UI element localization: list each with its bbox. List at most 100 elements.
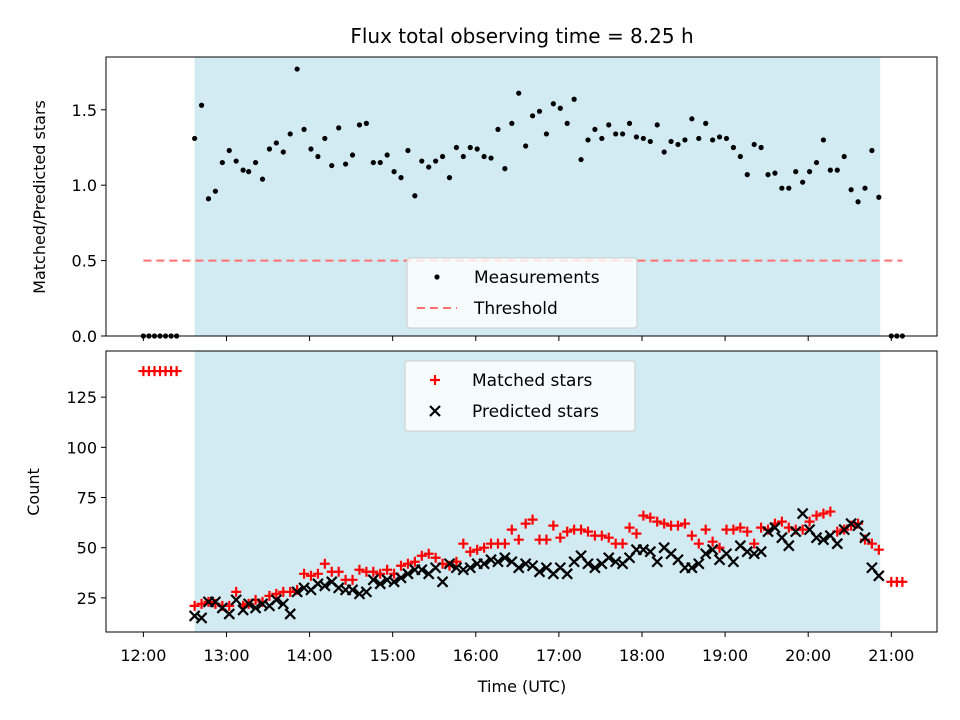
data-point [862, 185, 868, 191]
data-point [620, 131, 626, 137]
data-point [730, 144, 737, 151]
data-point [219, 159, 225, 166]
y-tick-label: 0.0 [72, 327, 97, 346]
data-point [682, 137, 688, 143]
data-point [512, 561, 525, 574]
data-point [800, 179, 806, 185]
data-point [412, 193, 418, 199]
y-tick-label: 100 [66, 438, 97, 457]
data-point [356, 122, 363, 128]
data-point [329, 162, 335, 169]
data-point [796, 507, 809, 520]
data-point [499, 538, 510, 549]
data-point [813, 159, 820, 166]
data-point [793, 169, 799, 175]
data-point [301, 126, 307, 132]
axes-frame [105, 56, 938, 337]
data-point [541, 534, 552, 545]
data-point [396, 560, 407, 571]
data-point [416, 564, 428, 576]
x-axis-label: Time (UTC) [477, 677, 566, 696]
bottom-y-axis-label: Count [24, 468, 43, 516]
data-point [467, 144, 473, 151]
data-point [637, 543, 650, 556]
data-point [589, 561, 601, 574]
data-point [609, 555, 622, 568]
data-point [797, 524, 808, 535]
data-point [519, 557, 532, 570]
y-tick-label: 75 [77, 489, 97, 508]
data-point [744, 172, 750, 178]
data-point [224, 600, 235, 611]
data-point [196, 598, 207, 609]
y-tick-label: 25 [77, 589, 97, 608]
data-point [727, 555, 740, 568]
data-point [686, 530, 697, 541]
data-point [478, 557, 490, 570]
data-point [416, 550, 427, 561]
data-point [312, 568, 323, 579]
data-point [703, 120, 709, 126]
data-point [543, 131, 550, 137]
data-point [557, 105, 563, 111]
data-point [382, 564, 393, 575]
data-point [520, 518, 531, 529]
data-point [613, 131, 619, 137]
data-point [374, 578, 387, 590]
data-point [377, 159, 383, 166]
data-point [696, 135, 702, 142]
data-point [626, 120, 633, 126]
data-point [645, 512, 656, 523]
legend: Matched stars Predicted stars [404, 360, 636, 432]
data-point [346, 584, 359, 596]
data-point [381, 574, 393, 586]
data-point [571, 96, 577, 102]
data-point [479, 542, 490, 553]
data-point [748, 547, 760, 560]
data-point [242, 598, 255, 610]
data-point [270, 594, 283, 606]
data-point [367, 574, 380, 586]
data-point [499, 551, 511, 564]
data-point [485, 553, 497, 566]
data-point [347, 574, 358, 585]
data-point [319, 558, 330, 569]
data-point [673, 520, 684, 531]
legend-label: Measurements [474, 268, 600, 288]
data-point [548, 520, 559, 531]
data-point [818, 508, 829, 519]
data-point [786, 185, 792, 191]
data-point [198, 102, 205, 108]
data-point [299, 568, 310, 579]
data-point [652, 516, 663, 527]
data-point [624, 522, 635, 533]
y-tick-label: 50 [77, 539, 97, 558]
data-point [654, 122, 660, 128]
data-point [751, 141, 757, 148]
data-point [758, 144, 764, 151]
data-point [527, 514, 538, 525]
data-point [679, 518, 690, 529]
data-point [230, 594, 242, 606]
data-point [834, 167, 840, 173]
data-point [603, 532, 614, 543]
data-point [423, 548, 434, 559]
data-point [429, 561, 442, 574]
data-point [582, 557, 594, 570]
data-point [333, 566, 344, 577]
x-tick-label: 21:00 [868, 646, 914, 665]
data-point [825, 506, 836, 517]
data-point [755, 545, 767, 558]
data-point [516, 90, 522, 96]
data-point [212, 188, 219, 194]
data-point [897, 576, 908, 587]
data-point [430, 552, 441, 563]
data-point [192, 135, 198, 142]
data-point [668, 138, 674, 145]
data-point [287, 131, 293, 137]
data-point [240, 167, 246, 173]
data-point [285, 586, 296, 597]
x-tick-label: 18:00 [619, 646, 665, 665]
legend: Measurements Threshold [406, 257, 638, 329]
data-point [460, 153, 466, 160]
